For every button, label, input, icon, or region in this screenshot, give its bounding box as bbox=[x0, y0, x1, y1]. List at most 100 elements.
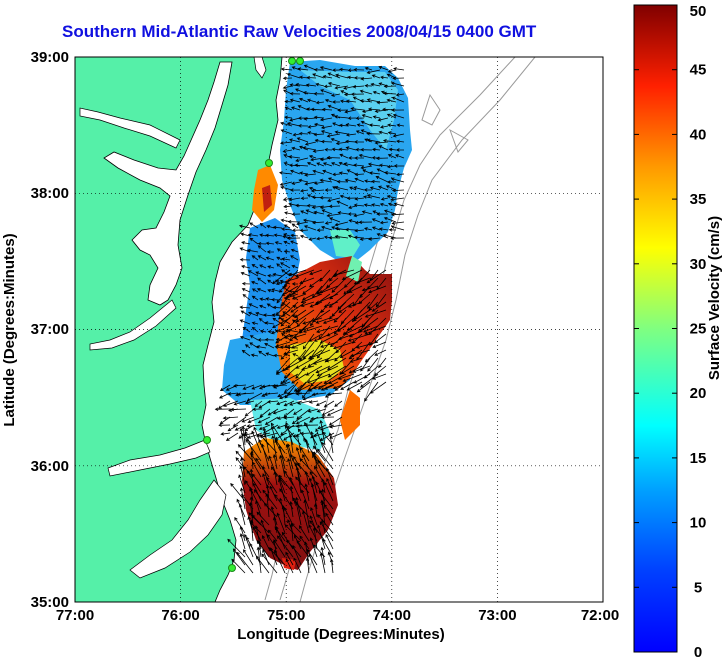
velocity-arrow bbox=[286, 391, 303, 396]
velocity-arrow bbox=[323, 84, 333, 89]
velocity-arrow bbox=[289, 325, 307, 342]
velocity-arrow bbox=[396, 172, 405, 177]
velocity-arrow bbox=[262, 489, 278, 510]
velocity-arrow bbox=[319, 333, 339, 344]
velocity-arrow bbox=[299, 535, 310, 550]
velocity-arrow bbox=[302, 146, 317, 151]
velocity-arrow bbox=[230, 482, 246, 502]
velocity-arrow bbox=[327, 104, 341, 111]
velocity-arrow bbox=[325, 357, 339, 363]
velocity-arrow bbox=[282, 373, 299, 383]
velocity-arrow bbox=[336, 179, 349, 184]
station-marker bbox=[228, 564, 236, 572]
velocity-arrow bbox=[332, 172, 341, 177]
velocity-arrow bbox=[295, 466, 302, 494]
velocity-arrow bbox=[303, 117, 317, 121]
velocity-arrow bbox=[392, 133, 405, 138]
velocity-arrow bbox=[239, 533, 246, 550]
velocity-arrow bbox=[358, 220, 373, 225]
velocity-arrow bbox=[348, 365, 363, 374]
velocity-arrow bbox=[360, 76, 373, 81]
velocity-arrow bbox=[345, 99, 357, 104]
velocity-arrow bbox=[346, 381, 363, 391]
velocity-arrow bbox=[235, 450, 246, 462]
velocity-arrow bbox=[329, 333, 347, 348]
velocity-arrow bbox=[354, 196, 365, 201]
velocity-arrow bbox=[338, 147, 349, 152]
velocity-arrow bbox=[327, 551, 334, 566]
velocity-arrow bbox=[366, 269, 387, 284]
velocity-arrow bbox=[227, 424, 239, 432]
velocity-arrow bbox=[366, 194, 381, 199]
velocity-arrow bbox=[267, 289, 275, 293]
velocity-arrow bbox=[239, 319, 251, 325]
velocity-arrow bbox=[251, 295, 259, 301]
velocity-arrow bbox=[344, 325, 363, 335]
velocity-arrow bbox=[233, 400, 247, 406]
velocity-arrow bbox=[339, 153, 349, 159]
velocity-arrow bbox=[391, 108, 405, 112]
velocity-arrow bbox=[279, 488, 294, 510]
velocity-arrow bbox=[290, 248, 299, 253]
velocity-arrow bbox=[311, 475, 318, 494]
velocity-arrow bbox=[392, 113, 405, 119]
velocity-arrow bbox=[279, 279, 291, 285]
velocity-arrow bbox=[255, 500, 262, 518]
x-tick-label: 72:00 bbox=[581, 607, 619, 624]
velocity-arrow bbox=[308, 553, 318, 574]
y-axis-label: Latitude (Degrees:Minutes) bbox=[1, 233, 18, 426]
velocity-arrow bbox=[295, 392, 311, 396]
velocity-arrow bbox=[375, 293, 387, 308]
velocity-arrow bbox=[309, 301, 323, 308]
velocity-arrow bbox=[316, 408, 327, 413]
velocity-arrow bbox=[299, 228, 309, 233]
velocity-arrow bbox=[288, 155, 301, 159]
velocity-arrow bbox=[251, 430, 262, 454]
velocity-arrow bbox=[345, 146, 357, 151]
velocity-arrow bbox=[310, 507, 318, 526]
velocity-arrow bbox=[276, 512, 286, 534]
velocity-arrow bbox=[302, 317, 323, 325]
velocity-arrow bbox=[261, 384, 279, 389]
velocity-arrow bbox=[372, 341, 387, 349]
velocity-arrow bbox=[349, 357, 363, 363]
velocity-arrow bbox=[272, 408, 287, 415]
velocity-arrow bbox=[363, 188, 373, 192]
velocity-arrow bbox=[358, 293, 371, 305]
velocity-arrow bbox=[234, 424, 247, 431]
velocity-arrow bbox=[249, 542, 262, 566]
velocity-arrow bbox=[378, 185, 389, 191]
velocity-arrow bbox=[295, 365, 307, 379]
velocity-arrow bbox=[290, 240, 299, 245]
velocity-arrow bbox=[294, 163, 309, 168]
velocity-arrow bbox=[346, 169, 357, 175]
velocity-arrow bbox=[371, 301, 387, 312]
velocity-arrow bbox=[296, 137, 309, 143]
velocity-arrow bbox=[312, 526, 318, 550]
velocity-arrow bbox=[259, 329, 267, 334]
velocity-arrow bbox=[299, 458, 318, 478]
velocity-arrow bbox=[363, 203, 373, 207]
velocity-arrow bbox=[308, 186, 317, 191]
velocity-arrow bbox=[329, 309, 339, 320]
velocity-arrow bbox=[378, 357, 387, 369]
velocity-arrow bbox=[360, 147, 373, 152]
x-tick-labels: 77:00 76:00 75:00 74:00 73:00 72:00 bbox=[56, 607, 619, 624]
velocity-arrow bbox=[266, 476, 278, 494]
velocity-arrow bbox=[391, 96, 405, 103]
velocity-arrow bbox=[354, 172, 365, 177]
velocity-arrow bbox=[317, 460, 334, 478]
velocity-arrow bbox=[259, 408, 271, 418]
velocity-arrow bbox=[233, 383, 247, 388]
velocity-arrow bbox=[239, 305, 251, 310]
velocity-arrow bbox=[308, 333, 323, 342]
velocity-arrow bbox=[376, 100, 389, 105]
velocity-arrow bbox=[387, 154, 397, 159]
velocity-arrow bbox=[293, 408, 303, 415]
velocity-arrow bbox=[369, 171, 381, 175]
velocity-arrow bbox=[353, 203, 365, 208]
velocity-arrow bbox=[312, 384, 327, 390]
velocity-arrow bbox=[378, 65, 389, 71]
velocity-arrow bbox=[249, 519, 254, 542]
